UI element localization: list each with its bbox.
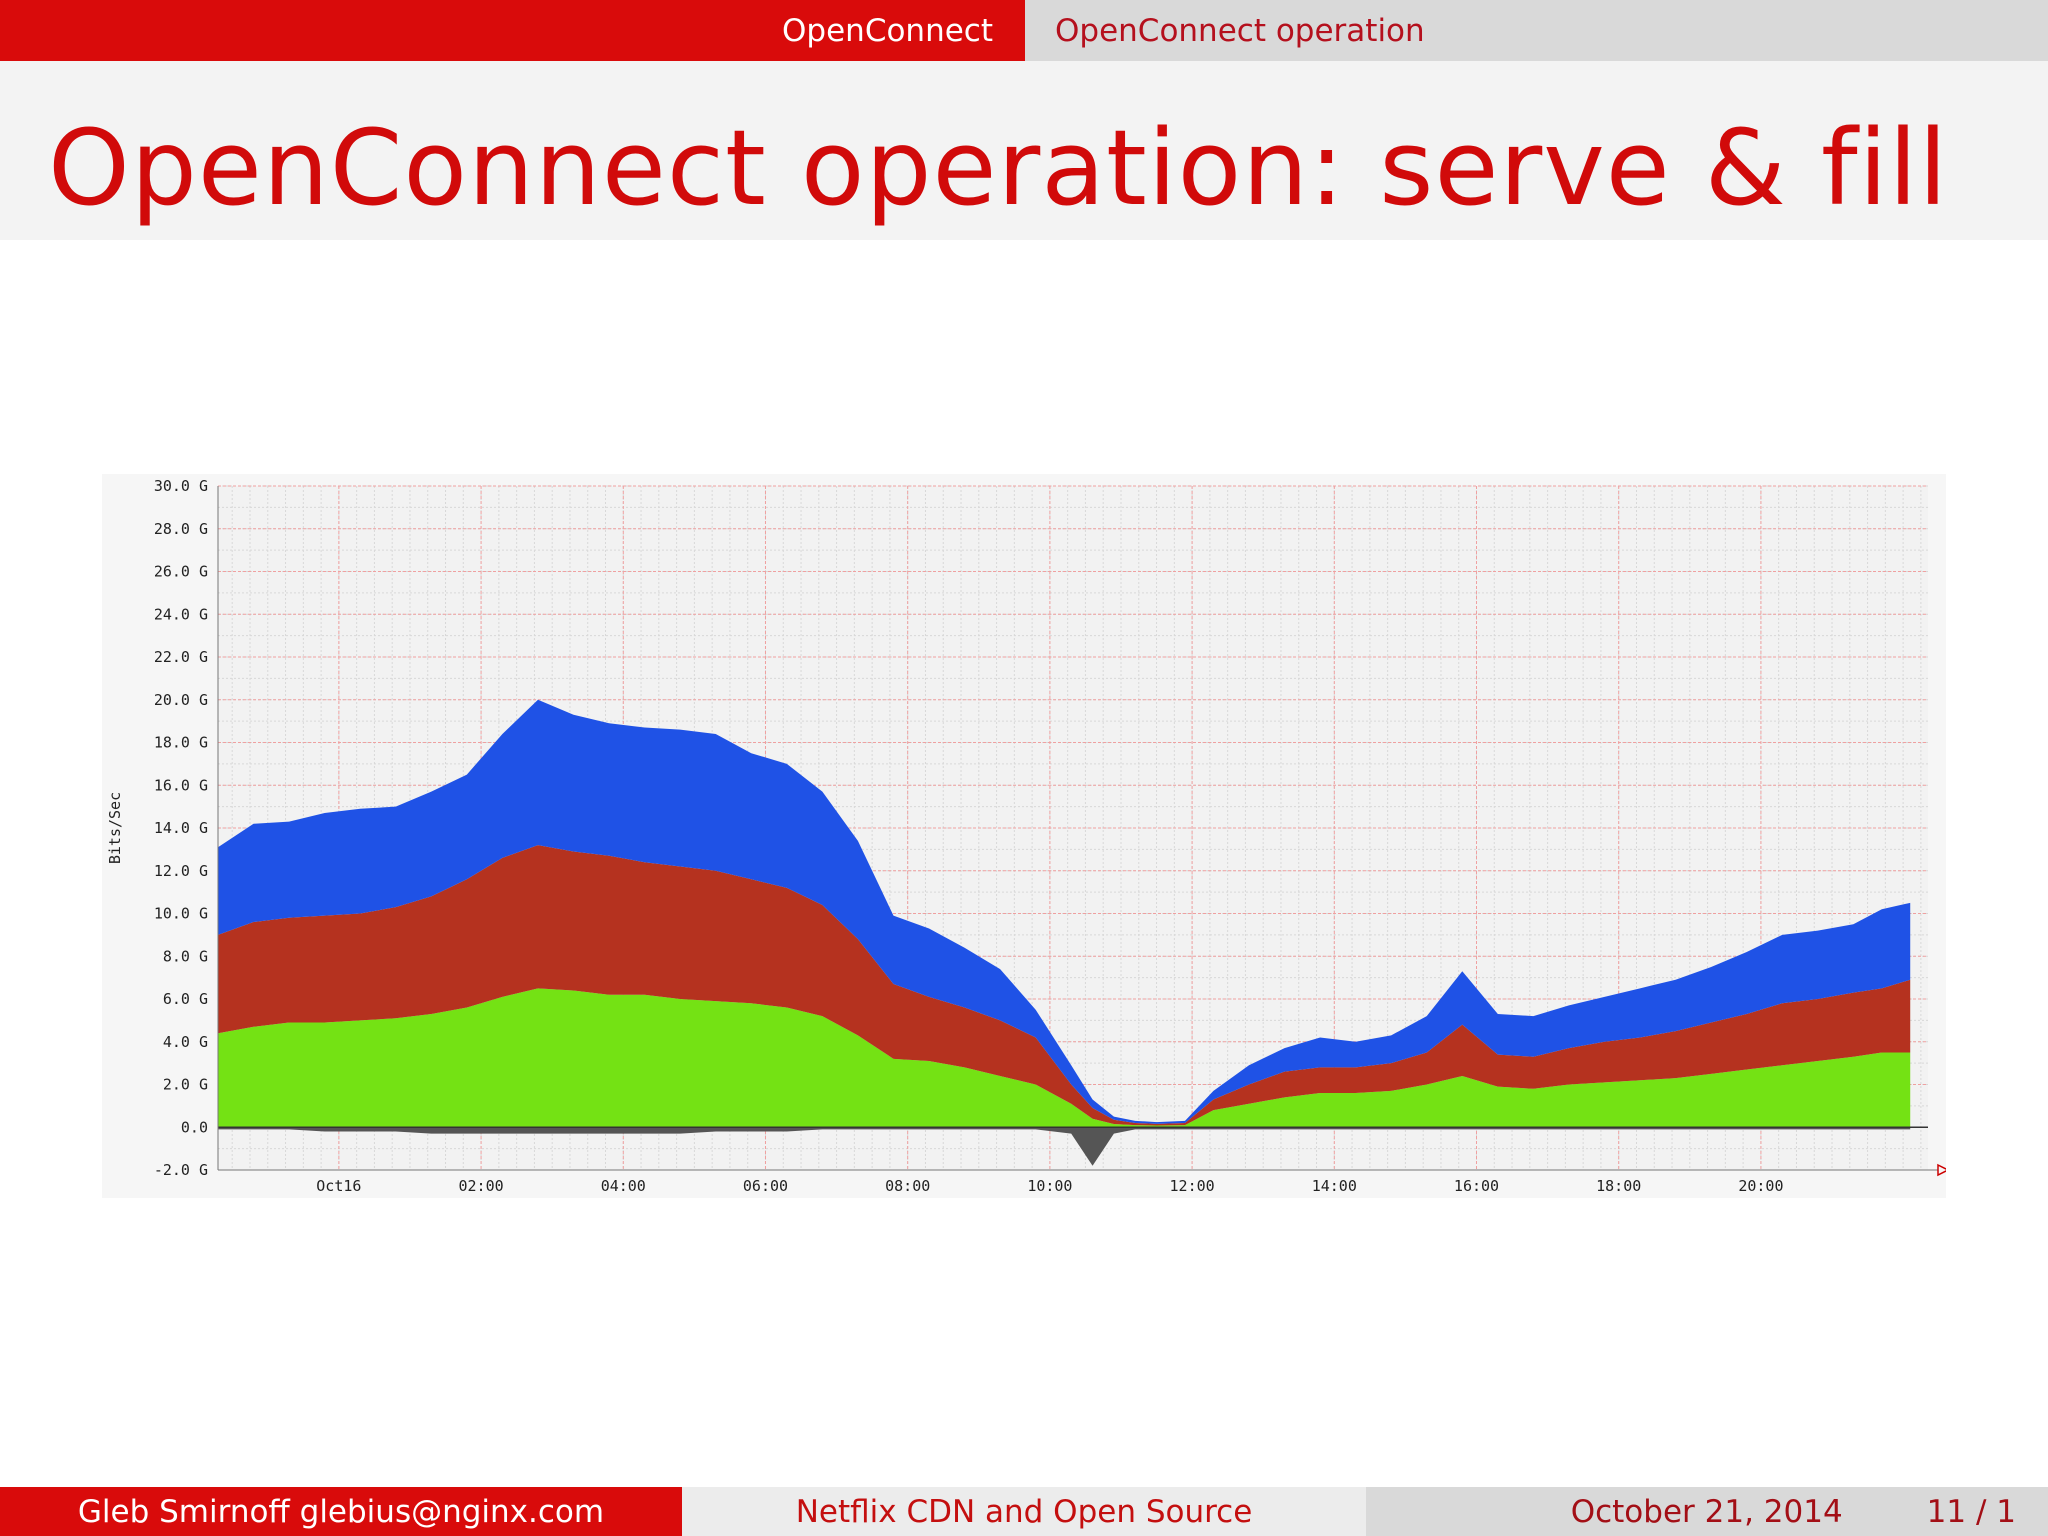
footer-author: Gleb Smirnoff glebius@nginx.com	[0, 1487, 682, 1536]
subsection-label[interactable]: OpenConnect operation	[1025, 0, 2048, 61]
footer-page-number: 11 / 1	[1926, 1493, 2016, 1530]
series-gray-area	[218, 1127, 1911, 1166]
traffic-chart: 30.0 G 28.0 G 26.0 G 24.0 G 22.0 G 20.0 G 18.0…	[102, 474, 1946, 1198]
y-tick-label: 12.0 G	[154, 862, 208, 880]
footer-bar: Gleb Smirnoff glebius@nginx.com Netflix …	[0, 1487, 2048, 1536]
x-tick-label: 18:00	[1596, 1177, 1641, 1195]
y-tick-label: 20.0 G	[154, 691, 208, 709]
y-tick-label: 18.0 G	[154, 734, 208, 752]
y-tick-label: 14.0 G	[154, 819, 208, 837]
y-tick-label: 24.0 G	[154, 605, 208, 623]
y-tick-label: 26.0 G	[154, 563, 208, 581]
y-tick-label: -2.0 G	[154, 1161, 208, 1179]
footer-talk-title: Netflix CDN and Open Source	[682, 1487, 1366, 1536]
x-tick-label: Oct16	[316, 1177, 361, 1195]
x-axis-arrow	[1937, 1163, 1946, 1177]
y-tick-label: 16.0 G	[154, 776, 208, 794]
series-red-area	[218, 845, 1911, 1126]
y-tick-label: 10.0 G	[154, 905, 208, 923]
x-tick-label: 06:00	[743, 1177, 788, 1195]
x-tick-label: 20:00	[1738, 1177, 1783, 1195]
y-tick-label: 0.0	[181, 1118, 208, 1136]
y-tick-label: 2.0 G	[163, 1076, 208, 1094]
x-tick-label: 02:00	[458, 1177, 503, 1195]
y-tick-label: 30.0 G	[154, 477, 208, 495]
x-tick-label: 16:00	[1454, 1177, 1499, 1195]
y-axis-label: Bits/Sec	[106, 792, 124, 864]
y-tick-label: 22.0 G	[154, 648, 208, 666]
section-label[interactable]: OpenConnect	[0, 0, 1025, 61]
x-tick-label: 04:00	[601, 1177, 646, 1195]
x-tick-label: 12:00	[1170, 1177, 1215, 1195]
x-tick-label: 14:00	[1312, 1177, 1357, 1195]
y-tick-label: 8.0 G	[163, 947, 208, 965]
series-green-area	[218, 988, 1911, 1128]
top-navigation-bar: OpenConnect OpenConnect operation	[0, 0, 2048, 61]
traffic-chart-svg: 30.0 G 28.0 G 26.0 G 24.0 G 22.0 G 20.0 G 18.0…	[106, 477, 1946, 1195]
footer-right: October 21, 2014 11 / 1	[1366, 1487, 2048, 1536]
y-tick-label: 4.0 G	[163, 1033, 208, 1051]
series-blue-area	[218, 699, 1911, 1124]
x-tick-label: 08:00	[885, 1177, 930, 1195]
slide-title: OpenConnect operation: serve & fill	[48, 107, 1949, 229]
x-tick-label: 10:00	[1027, 1177, 1072, 1195]
footer-date: October 21, 2014	[1570, 1493, 1843, 1530]
y-tick-label: 28.0 G	[154, 520, 208, 538]
title-bar: OpenConnect operation: serve & fill	[0, 61, 2048, 240]
y-tick-label: 6.0 G	[163, 990, 208, 1008]
